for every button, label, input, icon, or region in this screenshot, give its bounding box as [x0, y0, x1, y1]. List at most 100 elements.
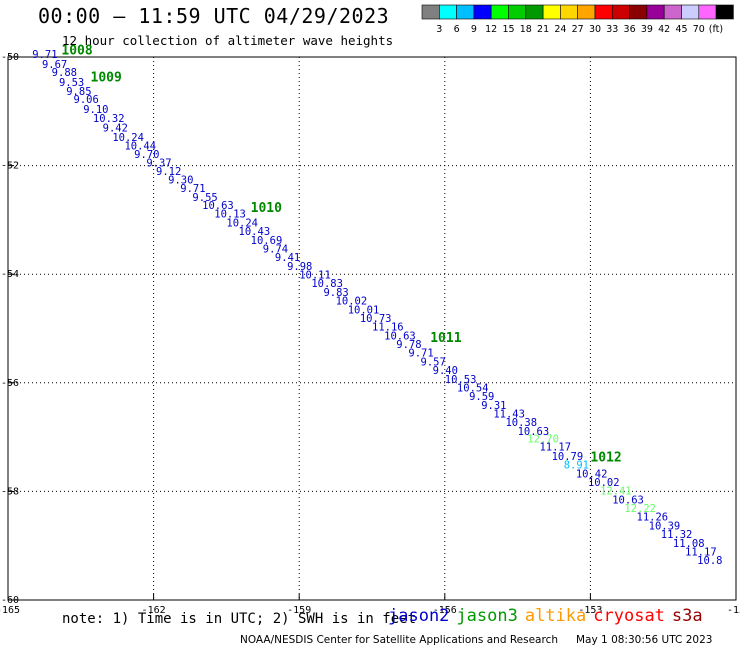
- swh-value: 9.70: [134, 149, 159, 161]
- color-scale-swatch: [594, 4, 613, 20]
- swh-value: 10.24: [226, 217, 258, 229]
- swh-value: 10.43: [239, 226, 271, 238]
- time-marker: 1012: [590, 451, 621, 466]
- color-scale-swatch: [490, 4, 509, 20]
- y-tick-label: -56: [1, 378, 19, 389]
- swh-value: 9.41: [275, 252, 300, 264]
- swh-value: 9.06: [74, 94, 99, 106]
- color-scale-label: 6: [454, 24, 460, 35]
- y-tick-label: -58: [1, 486, 19, 497]
- color-scale-swatch: [681, 4, 700, 20]
- x-tick-label: -159: [287, 605, 311, 616]
- color-scale-label: 45: [675, 24, 687, 35]
- swh-value: 11.17: [685, 546, 717, 558]
- swh-value: 9.71: [32, 49, 57, 61]
- swh-value: 10.8: [697, 555, 722, 567]
- color-scale-swatch: [698, 4, 717, 20]
- swh-value: 10.54: [457, 382, 489, 394]
- swh-value: 9.71: [408, 348, 433, 360]
- swh-value: 11.32: [661, 529, 693, 541]
- swh-value: 9.67: [42, 59, 67, 71]
- legend-altika: altika: [524, 606, 587, 626]
- swh-value: 9.83: [323, 287, 348, 299]
- footer-credit: NOAA/NESDIS Center for Satellite Applica…: [240, 634, 712, 646]
- swh-value: 10.63: [384, 330, 416, 342]
- swh-value: 11.26: [637, 512, 669, 524]
- color-scale-swatch: [421, 4, 440, 20]
- chart-title: 00:00 – 11:59 UTC 04/29/2023: [38, 4, 390, 28]
- color-scale-label: 12: [485, 24, 497, 35]
- swh-value: 10.63: [612, 494, 644, 506]
- swh-value: 12.70: [527, 434, 559, 446]
- color-scale-swatch: [542, 4, 561, 20]
- swh-value: 11.08: [673, 538, 705, 550]
- swh-value: 10.69: [251, 235, 283, 247]
- generated-timestamp: May 1 08:30:56 UTC 2023: [576, 634, 713, 646]
- color-scale-swatch: [646, 4, 665, 20]
- swh-value: 10.24: [112, 132, 144, 144]
- color-scale-label: 42: [658, 24, 670, 35]
- color-scale-swatch: [577, 4, 596, 20]
- color-scale-label: 27: [572, 24, 584, 35]
- color-scale-label: 30: [589, 24, 601, 35]
- swh-value: 10.13: [214, 209, 246, 221]
- swh-value: 10.83: [311, 278, 343, 290]
- swh-value: 9.55: [192, 192, 217, 204]
- color-scale-swatch: [525, 4, 544, 20]
- swh-value: 10.11: [299, 270, 331, 282]
- x-tick-label: -162: [142, 605, 166, 616]
- swh-value: 10.38: [505, 417, 537, 429]
- swh-value: 10.39: [649, 520, 681, 532]
- color-scale-swatch: [473, 4, 492, 20]
- credit-text: NOAA/NESDIS Center for Satellite Applica…: [240, 634, 558, 646]
- legend-s3a: s3a: [671, 606, 703, 626]
- color-scale-label: 39: [641, 24, 653, 35]
- satellite-legend: jason2 jason3 altika cryosat s3a: [388, 606, 710, 626]
- swh-value: 9.10: [83, 104, 108, 116]
- swh-value: 11.43: [493, 409, 525, 421]
- y-tick-label: -54: [1, 269, 19, 280]
- color-scale-label: 36: [624, 24, 636, 35]
- color-scale-swatch: [715, 4, 734, 20]
- swh-value: 9.74: [263, 243, 288, 255]
- swh-value: 9.12: [156, 166, 181, 178]
- swh-value: 9.42: [103, 122, 128, 134]
- x-tick-label: -15: [727, 605, 740, 616]
- legend-jason2: jason2: [388, 606, 450, 626]
- swh-value: 9.31: [481, 400, 506, 412]
- color-scale-swatch: [508, 4, 527, 20]
- swh-value: 10.02: [588, 477, 620, 489]
- y-tick-label: -60: [1, 595, 19, 606]
- y-tick-label: -52: [1, 161, 19, 172]
- time-marker: 1008: [61, 43, 92, 58]
- swh-value: 9.78: [396, 339, 421, 351]
- swh-value: 9.85: [66, 86, 91, 98]
- swh-value: 9.37: [146, 158, 171, 170]
- swh-value: 11.17: [539, 442, 571, 454]
- color-scale-label: 3: [436, 24, 442, 35]
- swh-value: 9.40: [433, 365, 458, 377]
- swh-value: 9.71: [180, 183, 205, 195]
- legend-jason3: jason3: [456, 606, 518, 626]
- color-scale-swatch: [438, 4, 457, 20]
- color-scale-swatch: [629, 4, 648, 20]
- color-scale-swatch: [663, 4, 682, 20]
- swh-value: 10.44: [124, 140, 156, 152]
- color-scale-swatch: [560, 4, 579, 20]
- x-tick-label: -156: [433, 605, 457, 616]
- swh-value: 9.57: [421, 356, 446, 368]
- swh-value: 10.63: [518, 426, 550, 438]
- color-scale-label: 15: [502, 24, 514, 35]
- color-scale-unit: (ft): [709, 24, 723, 35]
- y-tick-label: -50: [1, 52, 19, 63]
- color-scale-label: 70: [693, 24, 705, 35]
- swh-value: 10.32: [93, 113, 125, 125]
- swh-value: 10.53: [445, 374, 477, 386]
- swh-value: 10.63: [202, 200, 234, 212]
- swh-value: 10.73: [360, 313, 392, 325]
- time-marker: 1009: [91, 70, 122, 85]
- color-scale-swatch: [456, 4, 475, 20]
- legend-cryosat: cryosat: [593, 606, 665, 626]
- swh-value: 8.91: [564, 460, 589, 472]
